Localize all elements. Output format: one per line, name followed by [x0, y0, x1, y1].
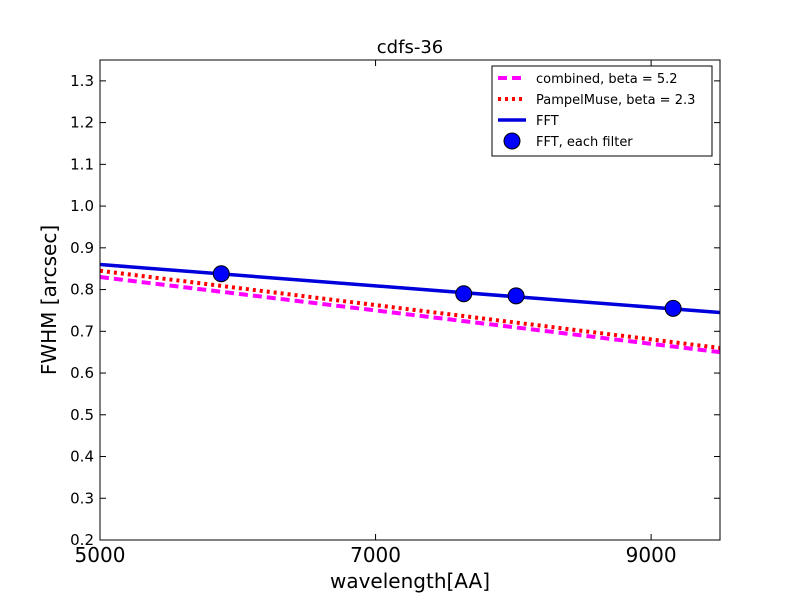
series-group: [100, 262, 720, 355]
legend-label-1: PampelMuse, beta = 2.3: [536, 93, 695, 108]
axes: 5000 7000 9000 0.2 0.3 0.4 0.5 0.6 0.7 0.8 0.9 1.0 1…: [70, 59, 721, 567]
legend-label-2: FFT: [536, 114, 559, 129]
y-axis-label: FWHM [arcsec]: [37, 225, 61, 375]
legend-box: [491, 65, 713, 157]
series-point-3-2: [507, 287, 525, 305]
x-tick-label-1: 7000: [350, 543, 401, 567]
x-axis-label: wavelength[AA]: [330, 569, 490, 593]
series-point-3-0: [212, 265, 230, 283]
series-line-0: [100, 275, 720, 355]
y-tick-label-3: 0.5: [70, 406, 94, 424]
plot-frame: [99, 59, 721, 541]
y-tick-label-2: 0.4: [70, 448, 94, 466]
y-tick-label-8: 1.0: [70, 197, 94, 215]
legend: combined, beta = 5.2 PampelMuse, beta = 2…: [491, 65, 713, 157]
plot-area: [100, 262, 720, 355]
series-point-3-1: [455, 285, 473, 303]
legend-label-3: FFT, each filter: [536, 135, 633, 150]
chart-title: cdfs-36: [377, 37, 443, 58]
y-tick-label-9: 1.1: [70, 155, 94, 173]
y-tick-label-1: 0.3: [70, 489, 94, 507]
series-line-2: [100, 262, 720, 315]
x-tick-label-2: 9000: [626, 543, 677, 567]
y-tick-label-0: 0.2: [70, 531, 94, 549]
y-tick-label-5: 0.7: [70, 322, 94, 340]
series-point-3-3: [664, 299, 682, 317]
y-tick-label-11: 1.3: [70, 72, 94, 90]
y-tick-label-6: 0.8: [70, 281, 94, 299]
legend-swatch-3: [503, 132, 521, 150]
series-line-1: [100, 268, 720, 350]
x-tick-label-0: 5000: [75, 543, 126, 567]
y-tick-label-7: 0.9: [70, 239, 94, 257]
y-tick-label-4: 0.6: [70, 364, 94, 382]
legend-label-0: combined, beta = 5.2: [536, 72, 678, 87]
y-tick-label-10: 1.2: [70, 114, 94, 132]
